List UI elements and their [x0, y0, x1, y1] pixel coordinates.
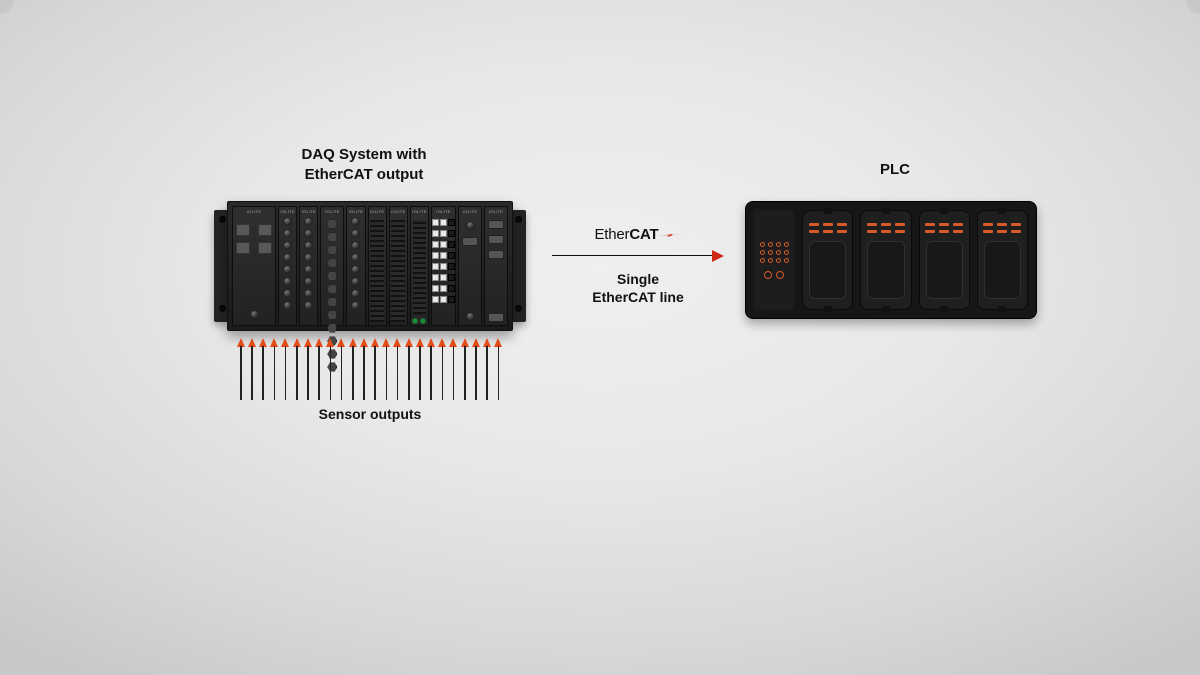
card-label: IOLITE — [233, 209, 275, 214]
daq-card-dsub: IOLITE — [484, 206, 508, 326]
daq-card-bnc: IOLITE — [299, 206, 318, 326]
plc-indicator-dot — [760, 250, 765, 255]
plc-indicator-dot — [784, 250, 789, 255]
daq-card-bnc: IOLITE — [278, 206, 297, 326]
ethercat-logo-prefix: Ether — [595, 226, 630, 243]
plc-module — [860, 210, 911, 310]
sensor-arrow — [486, 338, 488, 400]
plc-buttons — [764, 271, 784, 279]
sensor-arrow — [352, 338, 354, 400]
sensor-arrow — [251, 338, 253, 400]
sensor-arrow — [341, 338, 343, 400]
sensor-arrow — [307, 338, 309, 400]
plc-button-dot — [764, 271, 772, 279]
ethercat-caption-line2: EtherCAT line — [552, 288, 724, 306]
plc-module — [977, 210, 1028, 310]
plc-indicator-dot — [760, 242, 765, 247]
sensor-arrow — [475, 338, 477, 400]
plc-indicator-dot — [776, 258, 781, 263]
card-label: IOLITE — [321, 209, 343, 214]
card-label: IOLITE — [347, 209, 364, 214]
ethercat-caption: Single EtherCAT line — [552, 270, 724, 306]
card-label: IOLITE — [390, 209, 407, 214]
daq-card-terminals: IOLITE — [431, 206, 456, 326]
plc-indicator-dot — [784, 242, 789, 247]
sensor-arrow — [296, 338, 298, 400]
daq-card-vent: IOLITE — [410, 206, 429, 326]
daq-rack: IOLITE IOLITE IOLITE IOLITE — [214, 201, 526, 331]
plc-button-dot — [776, 271, 784, 279]
sensor-arrow — [374, 338, 376, 400]
sensor-arrow — [285, 338, 287, 400]
page-corner — [1186, 661, 1200, 675]
plc-module — [802, 210, 853, 310]
ethercat-logo-bold: CAT — [629, 226, 658, 243]
ethercat-arrow — [552, 250, 724, 262]
plc-indicator-dot — [768, 258, 773, 263]
sensor-arrow — [464, 338, 466, 400]
sensor-arrow — [442, 338, 444, 400]
card-label: IOLITE — [485, 209, 507, 214]
sensor-arrow — [363, 338, 365, 400]
sensor-arrow — [386, 338, 388, 400]
card-label: IOLITE — [459, 209, 481, 214]
card-label: IOLITE — [279, 209, 296, 214]
sensor-arrows: Sensor outputs — [240, 338, 500, 422]
card-label: IOLITE — [432, 209, 455, 214]
card-label: IOLITE — [300, 209, 317, 214]
page-corner — [0, 661, 14, 675]
ethercat-connection: EtherCAT Single EtherCAT line — [552, 226, 724, 306]
sensor-arrow — [430, 338, 432, 400]
ethercat-caption-line1: Single — [552, 270, 724, 288]
ethercat-logo: EtherCAT — [552, 226, 724, 244]
page-corner — [0, 0, 14, 14]
daq-card-bnc: IOLITE — [458, 206, 482, 326]
sensor-arrow — [397, 338, 399, 400]
daq-card-knobs: IOLITE — [320, 206, 344, 326]
daq-card-bnc: IOLITE — [346, 206, 365, 326]
sensor-arrow — [408, 338, 410, 400]
plc-indicator-dot — [768, 242, 773, 247]
sensor-arrow — [240, 338, 242, 400]
card-label: IOLITE — [411, 209, 428, 214]
sensor-arrow — [274, 338, 276, 400]
plc-indicator-grid — [759, 242, 789, 263]
plc-indicator-dot — [760, 258, 765, 263]
sensor-arrow — [330, 338, 332, 400]
plc-indicator-dot — [776, 242, 781, 247]
sensor-outputs-label: Sensor outputs — [240, 406, 500, 422]
plc-modules — [802, 210, 1028, 310]
plc-indicator-dot — [776, 250, 781, 255]
daq-card-controller: IOLITE — [232, 206, 276, 326]
ethercat-flash-icon — [659, 227, 681, 244]
rack-slots: IOLITE IOLITE IOLITE IOLITE — [232, 206, 508, 326]
sensor-arrow — [419, 338, 421, 400]
sensor-arrow — [453, 338, 455, 400]
sensor-arrow — [262, 338, 264, 400]
plc-module — [919, 210, 970, 310]
daq-title: DAQ System with EtherCAT output — [269, 145, 459, 184]
page-corner — [1186, 0, 1200, 14]
card-label: IOLITE — [369, 209, 386, 214]
plc-indicator-dot — [784, 258, 789, 263]
sensor-arrow — [498, 338, 500, 400]
plc-side-panel — [754, 210, 794, 310]
plc-indicator-dot — [768, 250, 773, 255]
rack-body: IOLITE IOLITE IOLITE IOLITE — [227, 201, 513, 331]
daq-card-vent: IOLITE — [389, 206, 408, 326]
plc-device — [745, 201, 1037, 319]
sensor-arrow — [318, 338, 320, 400]
plc-title: PLC — [800, 160, 990, 180]
daq-card-vent: IOLITE — [368, 206, 387, 326]
